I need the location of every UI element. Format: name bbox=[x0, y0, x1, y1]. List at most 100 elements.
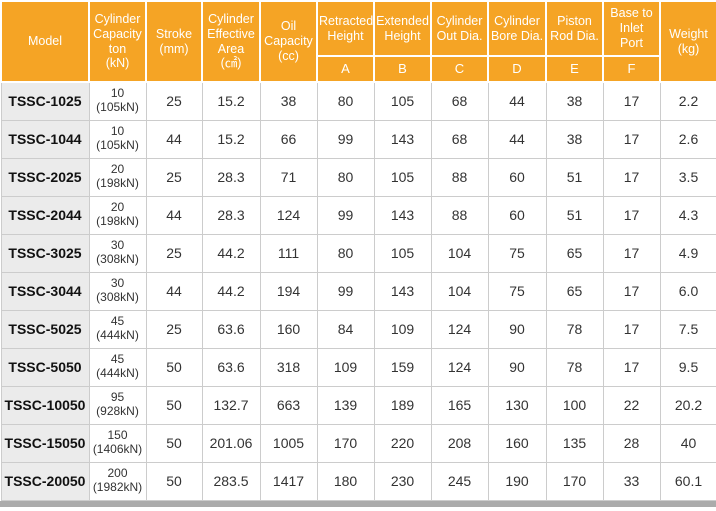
cell-b: 189 bbox=[373, 385, 432, 425]
cell-a: 84 bbox=[316, 309, 375, 349]
cell-capacity: 30 (308kN) bbox=[88, 271, 147, 311]
col-letter-b: B bbox=[373, 55, 432, 83]
cell-weight: 6.0 bbox=[659, 271, 716, 311]
cell-model: TSSC-1025 bbox=[0, 81, 90, 121]
spec-table-body: TSSC-1025 10 (105kN) 25 15.2 38 80 105 68 44 38 17 2… bbox=[0, 81, 716, 501]
cell-oil: 38 bbox=[259, 81, 318, 121]
col-letter-f: F bbox=[602, 55, 661, 83]
cell-a: 80 bbox=[316, 157, 375, 197]
cell-d: 60 bbox=[487, 195, 547, 235]
cell-b: 143 bbox=[373, 195, 432, 235]
col-header-model: Model bbox=[0, 0, 90, 83]
cell-oil: 194 bbox=[259, 271, 318, 311]
cell-f: 33 bbox=[602, 461, 661, 501]
cell-b: 105 bbox=[373, 157, 432, 197]
cell-area: 201.06 bbox=[201, 423, 261, 463]
col-header-f: Base to Inlet Port bbox=[602, 0, 661, 57]
header-row-labels: Model Cylinder Capacity ton (kN) Stroke (mm) Cy… bbox=[0, 0, 716, 83]
cell-model: TSSC-15050 bbox=[0, 423, 90, 463]
cell-b: 143 bbox=[373, 271, 432, 311]
cell-oil: 66 bbox=[259, 119, 318, 159]
cell-weight: 2.2 bbox=[659, 81, 716, 121]
cell-f: 17 bbox=[602, 195, 661, 235]
cell-e: 51 bbox=[545, 157, 604, 197]
cell-model: TSSC-20050 bbox=[0, 461, 90, 501]
cell-d: 190 bbox=[487, 461, 547, 501]
cell-b: 109 bbox=[373, 309, 432, 349]
cell-f: 17 bbox=[602, 233, 661, 273]
cell-oil: 160 bbox=[259, 309, 318, 349]
cell-d: 44 bbox=[487, 81, 547, 121]
cell-oil: 111 bbox=[259, 233, 318, 273]
col-header-capacity: Cylinder Capacity ton (kN) bbox=[88, 0, 147, 83]
cell-c: 88 bbox=[430, 157, 489, 197]
cell-f: 28 bbox=[602, 423, 661, 463]
cell-oil: 1005 bbox=[259, 423, 318, 463]
cell-d: 75 bbox=[487, 233, 547, 273]
cell-weight: 40 bbox=[659, 423, 716, 463]
table-row: TSSC-15050 150 (1406kN) 50 201.06 1005 170 220 2… bbox=[0, 423, 716, 463]
cell-oil: 124 bbox=[259, 195, 318, 235]
table-row: TSSC-1044 10 (105kN) 44 15.2 66 99 143 68 44 38 17 2… bbox=[0, 119, 716, 159]
cell-weight: 3.5 bbox=[659, 157, 716, 197]
col-header-c: Cylinder Out Dia. bbox=[430, 0, 489, 57]
cell-stroke: 50 bbox=[145, 385, 203, 425]
cell-c: 68 bbox=[430, 81, 489, 121]
col-letter-c: C bbox=[430, 55, 489, 83]
cell-f: 17 bbox=[602, 271, 661, 311]
cell-b: 220 bbox=[373, 423, 432, 463]
cell-model: TSSC-5025 bbox=[0, 309, 90, 349]
cell-area: 44.2 bbox=[201, 271, 261, 311]
cell-c: 104 bbox=[430, 271, 489, 311]
cell-stroke: 25 bbox=[145, 309, 203, 349]
col-header-stroke: Stroke (mm) bbox=[145, 0, 203, 83]
cell-model: TSSC-1044 bbox=[0, 119, 90, 159]
cell-capacity: 20 (198kN) bbox=[88, 195, 147, 235]
table-row: TSSC-1025 10 (105kN) 25 15.2 38 80 105 68 44 38 17 2… bbox=[0, 81, 716, 121]
cell-d: 90 bbox=[487, 347, 547, 387]
col-header-d: Cylinder Bore Dia. bbox=[487, 0, 547, 57]
cell-weight: 4.9 bbox=[659, 233, 716, 273]
cell-f: 17 bbox=[602, 157, 661, 197]
cell-capacity: 95 (928kN) bbox=[88, 385, 147, 425]
cell-d: 130 bbox=[487, 385, 547, 425]
cell-capacity: 20 (198kN) bbox=[88, 157, 147, 197]
cell-stroke: 50 bbox=[145, 423, 203, 463]
cell-e: 51 bbox=[545, 195, 604, 235]
cell-model: TSSC-10050 bbox=[0, 385, 90, 425]
cell-a: 99 bbox=[316, 119, 375, 159]
cell-stroke: 25 bbox=[145, 157, 203, 197]
cell-area: 44.2 bbox=[201, 233, 261, 273]
cell-area: 28.3 bbox=[201, 157, 261, 197]
cell-e: 38 bbox=[545, 81, 604, 121]
cell-a: 80 bbox=[316, 81, 375, 121]
cell-c: 124 bbox=[430, 309, 489, 349]
col-header-e: Piston Rod Dia. bbox=[545, 0, 604, 57]
cell-d: 160 bbox=[487, 423, 547, 463]
cell-b: 159 bbox=[373, 347, 432, 387]
cell-e: 78 bbox=[545, 309, 604, 349]
cell-a: 139 bbox=[316, 385, 375, 425]
table-row: TSSC-5025 45 (444kN) 25 63.6 160 84 109 124 90 78 1… bbox=[0, 309, 716, 349]
cell-capacity: 30 (308kN) bbox=[88, 233, 147, 273]
cell-b: 105 bbox=[373, 81, 432, 121]
cell-a: 99 bbox=[316, 271, 375, 311]
cell-weight: 4.3 bbox=[659, 195, 716, 235]
cell-a: 180 bbox=[316, 461, 375, 501]
cell-capacity: 45 (444kN) bbox=[88, 347, 147, 387]
cell-f: 17 bbox=[602, 81, 661, 121]
spec-table-header: Model Cylinder Capacity ton (kN) Stroke (mm) Cy… bbox=[0, 0, 716, 83]
cell-weight: 20.2 bbox=[659, 385, 716, 425]
col-letter-d: D bbox=[487, 55, 547, 83]
col-letter-e: E bbox=[545, 55, 604, 83]
cell-b: 105 bbox=[373, 233, 432, 273]
cell-a: 170 bbox=[316, 423, 375, 463]
col-letter-a: A bbox=[316, 55, 375, 83]
cell-area: 28.3 bbox=[201, 195, 261, 235]
cell-model: TSSC-2044 bbox=[0, 195, 90, 235]
cell-stroke: 44 bbox=[145, 271, 203, 311]
cell-model: TSSC-5050 bbox=[0, 347, 90, 387]
cell-c: 124 bbox=[430, 347, 489, 387]
cell-c: 104 bbox=[430, 233, 489, 273]
cell-c: 68 bbox=[430, 119, 489, 159]
